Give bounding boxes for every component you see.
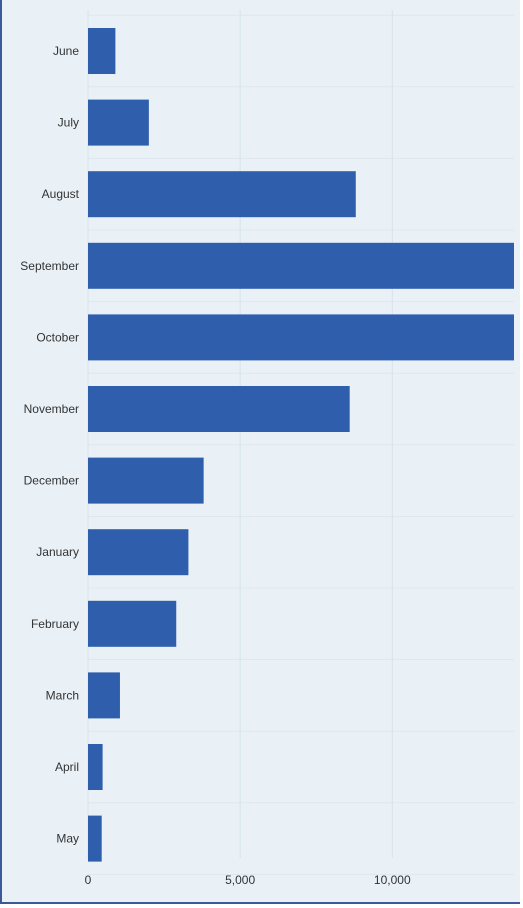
category-label: April: [55, 760, 79, 774]
category-label: October: [36, 330, 79, 344]
grid-lines: [87, 10, 514, 875]
category-labels: June July August September October November De…: [20, 44, 79, 846]
x-tick-label: 0: [85, 873, 92, 887]
bar-march[interactable]: [88, 672, 120, 719]
category-label: August: [42, 187, 80, 201]
bar-october[interactable]: [88, 314, 514, 361]
bar-september[interactable]: [88, 242, 514, 289]
bar-july[interactable]: [88, 99, 149, 146]
category-label: July: [58, 116, 79, 130]
category-label: January: [36, 545, 79, 559]
category-label: December: [24, 474, 79, 488]
category-label: February: [31, 617, 79, 631]
bar-august[interactable]: [88, 171, 356, 218]
x-tick-label: 10,000: [374, 873, 411, 887]
bar-december[interactable]: [88, 457, 204, 504]
bar-november[interactable]: [88, 386, 350, 432]
category-label: May: [56, 832, 79, 846]
category-label: June: [53, 44, 79, 58]
category-label: March: [46, 688, 79, 702]
category-label: September: [20, 259, 79, 273]
x-tick-labels: 0 5,000 10,000: [85, 873, 411, 887]
bar-january[interactable]: [88, 529, 189, 576]
bar-february[interactable]: [88, 600, 177, 647]
x-tick-label: 5,000: [225, 873, 255, 887]
bar-april[interactable]: [88, 744, 103, 790]
bars: [88, 28, 514, 862]
bar-may[interactable]: [88, 815, 102, 862]
category-label: November: [24, 402, 79, 416]
bar-june[interactable]: [88, 28, 116, 74]
